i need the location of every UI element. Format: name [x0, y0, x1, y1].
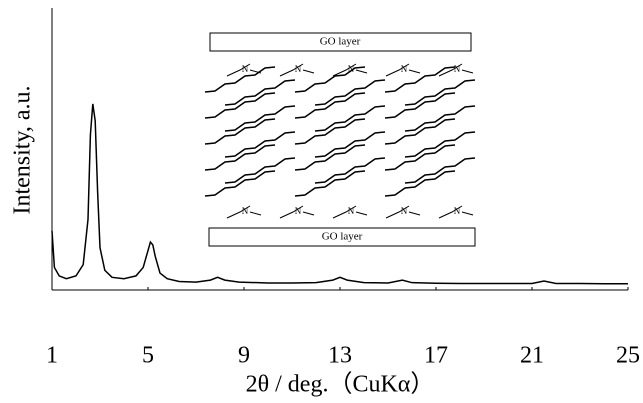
- ammonium-label: N: [295, 64, 302, 74]
- y-axis-title: Intensity, a.u.: [10, 85, 36, 214]
- x-tick-label: 25: [616, 343, 640, 369]
- go-layer-label: GO layer: [320, 36, 361, 48]
- methyl-bond: [249, 211, 262, 216]
- methyl-bond: [438, 63, 463, 77]
- alkyl-chain: [404, 157, 476, 184]
- methyl-bond: [279, 63, 304, 77]
- alkyl-chain: [314, 157, 386, 184]
- alkyl-chain: [294, 92, 366, 119]
- alkyl-chain: [384, 144, 456, 171]
- methyl-bond: [279, 205, 304, 219]
- ammonium-label: N: [242, 206, 249, 216]
- alkyl-chain: [204, 144, 276, 171]
- x-axis-title: 2θ / deg.（CuKα）: [246, 372, 435, 398]
- x-tick-label: 1: [46, 343, 58, 369]
- methyl-bond: [408, 69, 421, 74]
- alkyl-chain: [224, 79, 296, 106]
- methyl-bond: [302, 211, 315, 216]
- alkyl-chain: [404, 105, 476, 132]
- alkyl-chain: [204, 118, 276, 145]
- x-tick-label: 5: [142, 343, 154, 369]
- alkyl-chain: [314, 79, 386, 106]
- methyl-bond: [302, 69, 315, 74]
- ammonium-label: N: [348, 64, 355, 74]
- methyl-bond: [226, 63, 251, 77]
- ammonium-label: N: [242, 64, 249, 74]
- methyl-bond: [226, 205, 251, 219]
- x-tick-label: 17: [424, 343, 448, 369]
- alkyl-chain: [224, 157, 296, 184]
- inset-schematic: GO layer GO layer N N N N N N N N N N: [204, 32, 476, 247]
- alkyl-chain: [384, 118, 456, 145]
- x-tick-label: 21: [520, 343, 544, 369]
- methyl-bond: [438, 205, 463, 219]
- methyl-bond: [385, 63, 410, 77]
- alkyl-chain: [294, 144, 366, 171]
- ammonium-label: N: [401, 64, 408, 74]
- alkyl-chain: [294, 170, 366, 197]
- ammonium-label: N: [295, 206, 302, 216]
- methyl-bond: [408, 211, 421, 216]
- ammonium-label: N: [454, 64, 461, 74]
- ammonium-label: N: [348, 206, 355, 216]
- methyl-bond: [249, 69, 262, 74]
- methyl-bond: [355, 211, 368, 216]
- go-layer-label: GO layer: [322, 231, 363, 243]
- alkyl-chain: [224, 105, 296, 132]
- x-tick-label: 9: [238, 343, 250, 369]
- alkyl-chain: [204, 66, 276, 93]
- alkyl-chain: [224, 131, 296, 158]
- alkyl-chain: [204, 92, 276, 119]
- ammonium-label: N: [401, 206, 408, 216]
- methyl-bond: [461, 211, 474, 216]
- alkyl-chain: [384, 66, 456, 93]
- go-layer-box: [209, 32, 472, 52]
- alkyl-chain: [404, 131, 476, 158]
- alkyl-chain: [314, 105, 386, 132]
- alkyl-chain: [384, 170, 456, 197]
- alkyl-chain: [294, 66, 366, 93]
- alkyl-chain: [384, 92, 456, 119]
- alkyl-chain: [294, 118, 366, 145]
- ammonium-label: N: [454, 206, 461, 216]
- go-layer-box: [208, 227, 476, 247]
- methyl-bond: [461, 69, 474, 74]
- alkyl-chain: [204, 170, 276, 197]
- alkyl-chain: [314, 131, 386, 158]
- x-tick-label: 13: [328, 343, 352, 369]
- methyl-bond: [332, 63, 357, 77]
- methyl-bond: [332, 205, 357, 219]
- methyl-bond: [385, 205, 410, 219]
- alkyl-chain: [404, 79, 476, 106]
- data-line: [51, 103, 628, 285]
- methyl-bond: [355, 69, 368, 74]
